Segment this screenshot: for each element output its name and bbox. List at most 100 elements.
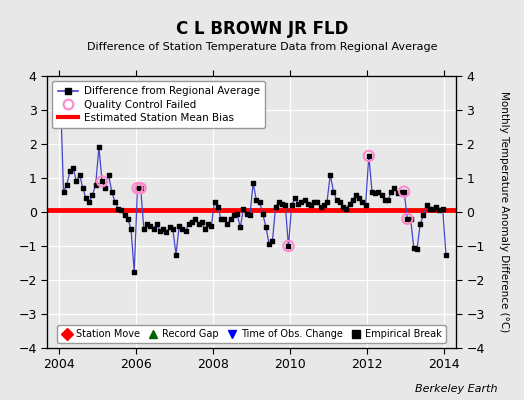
Point	[297, 199, 305, 205]
Point	[181, 228, 190, 234]
Point	[117, 207, 126, 214]
Point	[416, 221, 424, 227]
Point	[88, 192, 96, 198]
Point	[329, 188, 337, 195]
Point	[188, 219, 196, 225]
Point	[313, 199, 322, 205]
Point	[281, 202, 289, 208]
Point	[194, 221, 203, 227]
Text: Difference of Station Temperature Data from Regional Average: Difference of Station Temperature Data f…	[87, 42, 437, 52]
Point	[397, 188, 405, 195]
Text: Berkeley Earth: Berkeley Earth	[416, 384, 498, 394]
Point	[175, 222, 183, 229]
Point	[310, 199, 319, 205]
Point	[342, 206, 351, 212]
Point	[236, 224, 245, 230]
Point	[136, 185, 145, 191]
Point	[339, 204, 347, 210]
Point	[230, 212, 238, 218]
Point	[345, 200, 354, 207]
Point	[149, 226, 158, 232]
Point	[130, 268, 138, 275]
Point	[294, 200, 302, 207]
Point	[320, 202, 328, 208]
Point	[201, 226, 209, 232]
Point	[275, 199, 283, 205]
Point	[332, 197, 341, 203]
Point	[85, 199, 93, 205]
Point	[403, 216, 411, 222]
Point	[429, 206, 437, 212]
Point	[371, 190, 379, 196]
Point	[136, 185, 145, 191]
Point	[172, 251, 180, 258]
Point	[166, 224, 174, 230]
Point	[252, 197, 260, 203]
Point	[262, 224, 270, 230]
Point	[101, 185, 110, 191]
Point	[284, 243, 292, 249]
Point	[387, 188, 396, 195]
Point	[75, 171, 84, 178]
Point	[336, 199, 344, 205]
Point	[214, 204, 222, 210]
Point	[355, 195, 363, 202]
Point	[249, 180, 257, 186]
Point	[377, 192, 386, 198]
Point	[72, 178, 81, 185]
Y-axis label: Monthly Temperature Anomaly Difference (°C): Monthly Temperature Anomaly Difference (…	[498, 91, 509, 333]
Point	[442, 251, 450, 258]
Point	[358, 199, 367, 205]
Point	[111, 199, 119, 205]
Point	[162, 229, 171, 236]
Point	[365, 153, 373, 159]
Point	[265, 241, 274, 248]
Point	[107, 188, 116, 195]
Point	[352, 192, 360, 198]
Point	[207, 222, 215, 229]
Point	[140, 226, 148, 232]
Point	[98, 178, 106, 185]
Legend: Station Move, Record Gap, Time of Obs. Change, Empirical Break: Station Move, Record Gap, Time of Obs. C…	[57, 325, 446, 343]
Point	[374, 188, 383, 195]
Point	[348, 197, 357, 203]
Point	[303, 200, 312, 207]
Point	[133, 185, 141, 191]
Point	[62, 182, 71, 188]
Point	[184, 221, 193, 227]
Point	[66, 168, 74, 174]
Point	[211, 199, 219, 205]
Point	[384, 197, 392, 203]
Point	[403, 216, 411, 222]
Point	[98, 178, 106, 185]
Point	[121, 212, 129, 218]
Point	[220, 216, 228, 222]
Point	[291, 195, 299, 202]
Point	[152, 221, 161, 227]
Point	[133, 185, 141, 191]
Point	[422, 202, 431, 208]
Point	[278, 200, 286, 207]
Point	[204, 221, 212, 227]
Point	[390, 185, 399, 191]
Point	[191, 216, 200, 222]
Point	[300, 197, 309, 203]
Point	[400, 188, 408, 195]
Point	[143, 221, 151, 227]
Point	[380, 197, 389, 203]
Point	[258, 210, 267, 217]
Point	[59, 188, 68, 195]
Point	[316, 204, 325, 210]
Point	[79, 185, 87, 191]
Point	[82, 195, 90, 202]
Point	[92, 182, 100, 188]
Point	[124, 216, 132, 222]
Point	[268, 238, 277, 244]
Point	[217, 216, 225, 222]
Point	[323, 199, 331, 205]
Point	[394, 190, 402, 196]
Point	[178, 226, 187, 232]
Text: C L BROWN JR FLD: C L BROWN JR FLD	[176, 20, 348, 38]
Point	[243, 210, 251, 217]
Point	[435, 207, 444, 214]
